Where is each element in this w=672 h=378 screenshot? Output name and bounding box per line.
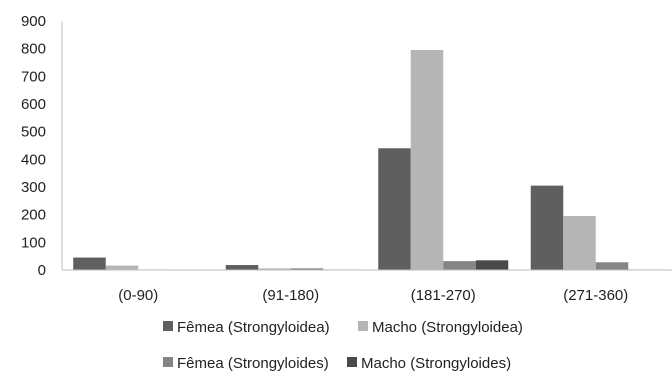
bar [73, 257, 106, 270]
legend-swatch [163, 357, 173, 367]
y-tick-label: 900 [21, 13, 46, 30]
legend: Fêmea (Strongyloidea) Macho (Strongyloide… [163, 319, 523, 372]
y-axis-ticks: 0 100 200 300 400 500 600 700 800 900 [21, 13, 46, 279]
y-tick-label: 800 [21, 41, 46, 58]
legend-label: Macho (Strongyloides) [361, 355, 511, 372]
x-axis-labels: (0-90) (91-180) (181-270) (271-360) [118, 287, 628, 304]
y-tick-label: 400 [21, 151, 46, 168]
legend-item: Macho (Strongyloides) [347, 355, 511, 372]
y-tick-label: 700 [21, 68, 46, 85]
bar [475, 260, 509, 270]
legend-label: Fêmea (Strongyloides) [177, 355, 329, 372]
x-tick-label: (0-90) [118, 287, 158, 304]
legend-swatch [347, 357, 357, 367]
y-tick-label: 0 [38, 262, 46, 279]
legend-item: Fêmea (Strongyloides) [163, 355, 329, 372]
legend-swatch [358, 321, 368, 331]
bars [73, 50, 661, 270]
bar [410, 50, 444, 270]
bar [530, 185, 564, 270]
x-tick-label: (271-360) [563, 287, 628, 304]
legend-label: Fêmea (Strongyloidea) [177, 319, 330, 336]
legend-item: Fêmea (Strongyloidea) [163, 319, 330, 336]
bar [563, 216, 596, 270]
legend-item: Macho (Strongyloidea) [358, 319, 523, 336]
y-tick-label: 500 [21, 124, 46, 141]
y-tick-label: 100 [21, 234, 46, 251]
y-tick-label: 300 [21, 179, 46, 196]
legend-label: Macho (Strongyloidea) [372, 319, 523, 336]
y-tick-label: 600 [21, 96, 46, 113]
bar [105, 265, 139, 270]
x-tick-label: (181-270) [411, 287, 476, 304]
y-tick-label: 200 [21, 207, 46, 224]
bar [443, 261, 476, 270]
bar [258, 268, 291, 270]
bar [225, 265, 259, 270]
bar [595, 262, 629, 270]
bar [378, 148, 411, 270]
legend-swatch [163, 321, 173, 331]
bar [290, 268, 324, 270]
x-tick-label: (91-180) [262, 287, 319, 304]
